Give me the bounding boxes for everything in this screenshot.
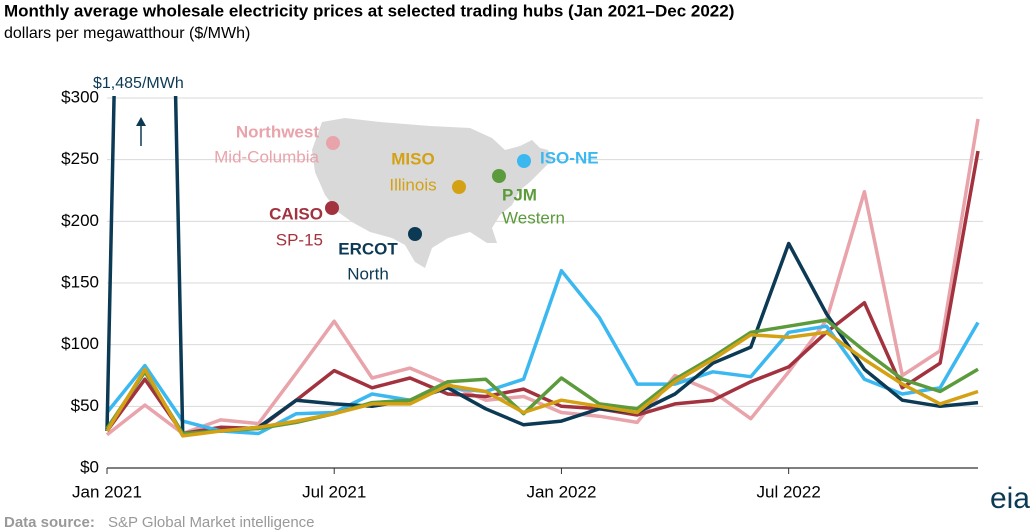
x-tick-label: Jan 2022	[526, 482, 596, 501]
y-tick-label: $100	[61, 334, 99, 353]
us-map	[312, 118, 552, 268]
legend-name: MISO	[391, 149, 434, 168]
y-tick-label: $150	[61, 272, 99, 291]
legend-name: CAISO	[269, 204, 323, 223]
y-tick-label: $0	[80, 457, 99, 476]
source: S&P Global Market intelligence	[108, 514, 315, 531]
y-tick-label: $250	[61, 149, 99, 168]
legend-name: ERCOT	[338, 239, 398, 258]
series-line	[105, 150, 980, 436]
grid: $0 $50 $100 $150 $200 $250 $300 Jan 2021 Jul 202…	[61, 87, 983, 501]
logo: eia	[990, 482, 1030, 515]
legend-hub: Illinois	[389, 175, 436, 194]
legend-name: PJM	[502, 185, 537, 204]
x-tick-label: Jan 2021	[72, 482, 142, 501]
hub-dot	[517, 154, 531, 168]
legend-hub: North	[347, 264, 389, 283]
y-tick-label: $200	[61, 211, 99, 230]
lines	[105, 96, 980, 438]
series-line	[105, 268, 980, 436]
hub-labels: Northwest Mid-Columbia CAISO SP-15 ISO-NE ERC…	[214, 122, 598, 283]
legend-hub: Mid-Columbia	[214, 147, 319, 166]
hub-dot	[326, 136, 340, 150]
hub-dot	[408, 227, 422, 241]
hub-dot	[325, 201, 339, 215]
y-tick-label: $300	[61, 87, 99, 106]
legend-hub: SP-15	[276, 230, 323, 249]
chart-title: Monthly average wholesale electricity pr…	[4, 1, 734, 20]
series-line	[105, 118, 980, 437]
source-label: Data source:	[4, 514, 95, 531]
hub-dot	[492, 169, 506, 183]
legend-name: Northwest	[236, 122, 319, 141]
legend-hub: Western	[502, 208, 565, 227]
annotation-arrowhead	[136, 117, 146, 126]
series-line	[105, 330, 979, 438]
x-tick-label: Jul 2021	[302, 482, 366, 501]
series-line	[105, 318, 979, 436]
annotation: $1,485/MWh	[93, 75, 184, 92]
hub-dot	[452, 180, 466, 194]
chart-subtitle: dollars per megawatthour ($/MWh)	[4, 25, 250, 42]
x-tick-label: Jul 2022	[757, 482, 821, 501]
y-tick-label: $50	[71, 396, 99, 415]
legend-name: ISO-NE	[540, 148, 599, 167]
